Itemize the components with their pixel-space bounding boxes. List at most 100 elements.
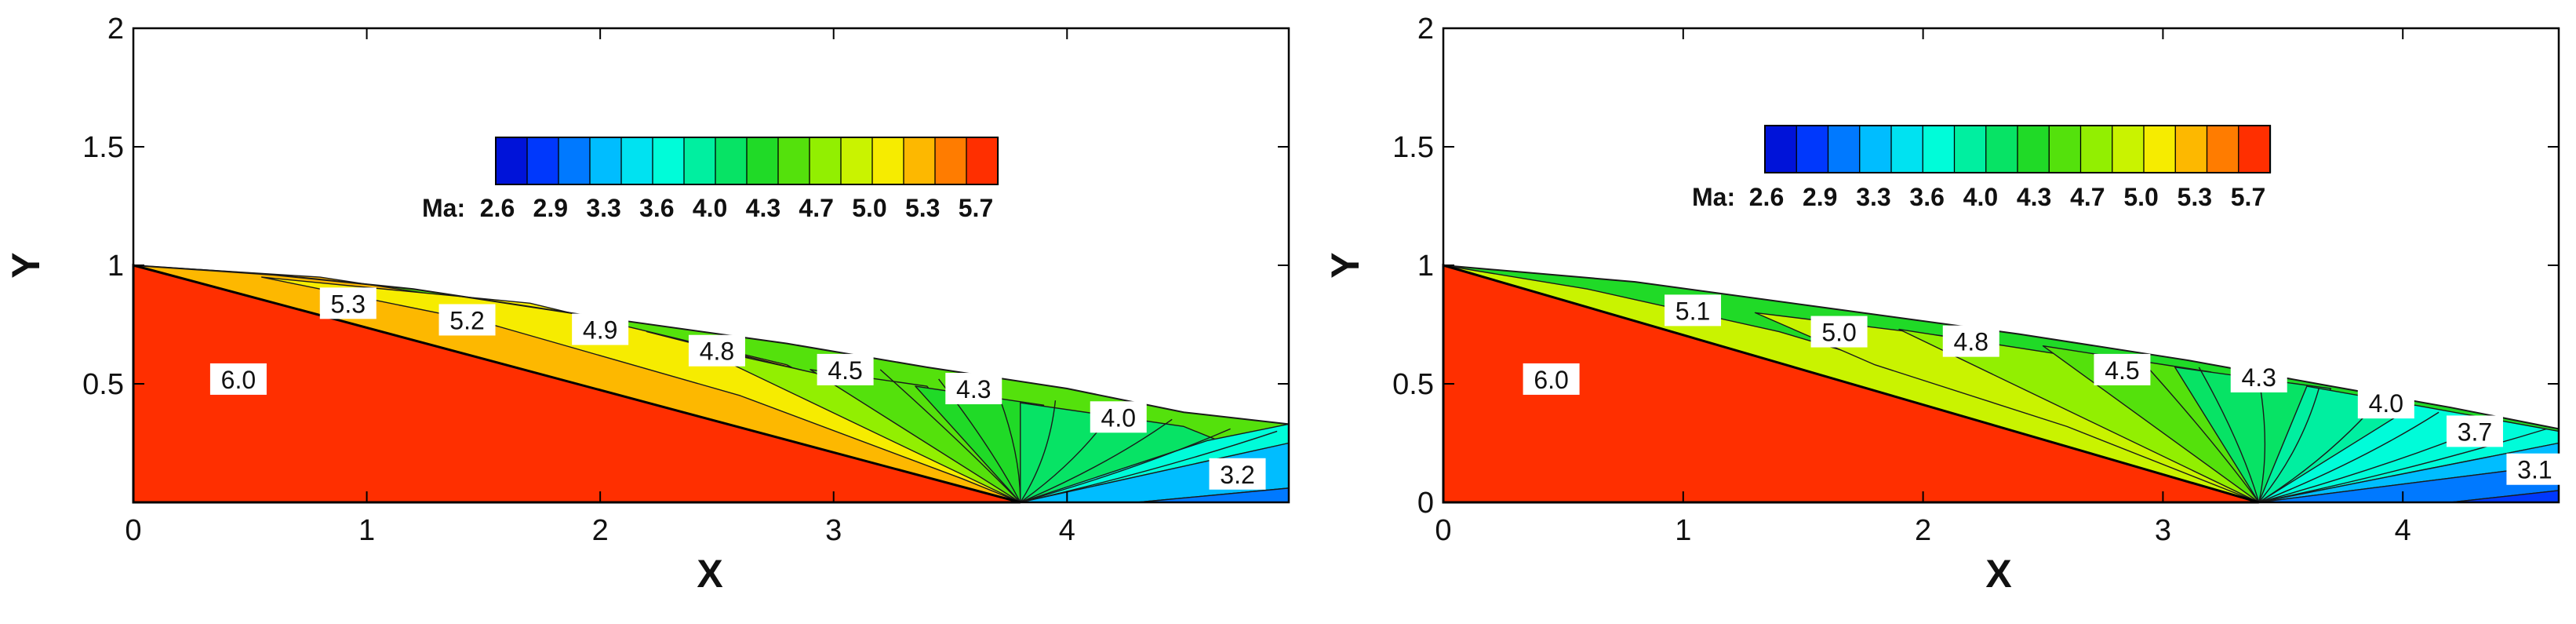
contour-label: 4.8 bbox=[700, 338, 734, 366]
colorbar-segment-2 bbox=[1827, 125, 1861, 173]
contour-label-bg-2 bbox=[1810, 316, 1868, 348]
colorbar-segment-13 bbox=[2174, 125, 2208, 173]
colorbar-segment-9 bbox=[2048, 125, 2082, 173]
colorbar-segment-9 bbox=[777, 137, 811, 185]
contour-label: 5.2 bbox=[449, 306, 484, 334]
colorbar-segment-6 bbox=[1953, 125, 1987, 173]
colorbar-tick-label: 2.6 bbox=[480, 194, 515, 222]
colorbar-segment-6 bbox=[683, 137, 717, 185]
x-tick-label: 2 bbox=[592, 514, 609, 547]
y-tick-label: 0.5 bbox=[1392, 368, 1434, 401]
colorbar-tick-label: 4.0 bbox=[693, 194, 727, 222]
fan-contour-line-3 bbox=[1020, 400, 1057, 503]
colorbar-tick-label: 2.9 bbox=[1803, 183, 1837, 211]
contour-label: 5.0 bbox=[1821, 319, 1856, 347]
colorbar-segment-2 bbox=[558, 137, 591, 185]
contour-label-bg-4 bbox=[688, 334, 745, 367]
colorbar-segment-8 bbox=[2017, 125, 2050, 173]
y-tick-label: 1 bbox=[107, 250, 124, 283]
y-tick-label: 2 bbox=[1417, 13, 1434, 46]
colorbar-segment-7 bbox=[715, 137, 748, 185]
colorbar-tick-label: 4.0 bbox=[1963, 183, 1998, 211]
colorbar-tick-label: 5.7 bbox=[2231, 183, 2265, 211]
contour-label-bg-6 bbox=[2357, 387, 2414, 419]
colorbar-tick-label: 4.7 bbox=[2070, 183, 2105, 211]
colorbar-tick-label: 4.3 bbox=[2017, 183, 2051, 211]
colorbar-segment-13 bbox=[903, 137, 937, 185]
contour-label-bg-3 bbox=[572, 313, 629, 345]
colorbar-tick-label: 5.0 bbox=[2123, 183, 2158, 211]
contour-panel-right: 0 1 2 3 4 0 0.5 1 1.5 2 X Y 6.0 5.1 5.0 4.8 4.5 4.3 4.0 3.7… bbox=[1323, 13, 2563, 596]
colorbar-tick-label: 3.3 bbox=[586, 194, 620, 222]
contour-label-bg-1 bbox=[1665, 294, 1722, 327]
colorbar-segment-15 bbox=[966, 137, 999, 185]
contour-label-bg-5 bbox=[2230, 360, 2287, 392]
fan-contour-line-7 bbox=[2258, 428, 2547, 503]
fan-contour-line-5 bbox=[1020, 418, 1173, 503]
colorbar-segment-5 bbox=[1922, 125, 1956, 173]
y-tick-label: 1 bbox=[1417, 250, 1434, 283]
colorbar-tick-label: 3.6 bbox=[639, 194, 674, 222]
fan-contour-line-1 bbox=[2198, 367, 2260, 503]
colorbar-segment-4 bbox=[1890, 125, 1924, 173]
contour-label: 5.1 bbox=[1675, 297, 1710, 325]
colorbar-segment-14 bbox=[934, 137, 968, 185]
x-tick-label: 4 bbox=[1059, 514, 1075, 547]
y-tick-label: 1.5 bbox=[82, 131, 124, 164]
contour-label: 5.3 bbox=[331, 290, 366, 318]
colorbar-segment-11 bbox=[840, 137, 874, 185]
contour-label: 4.5 bbox=[2105, 356, 2139, 385]
colorbar: Ma: 2.6 2.9 3.3 3.6 4.0 4.3 4.7 5.0 5.3 5.7 bbox=[422, 137, 999, 222]
y-axis-title: Y bbox=[1323, 252, 1367, 278]
contour-label-bg-2 bbox=[438, 304, 496, 336]
x-tick-label: 4 bbox=[2395, 514, 2411, 547]
colorbar-segment-11 bbox=[2112, 125, 2145, 173]
colorbar-tick-label: 2.9 bbox=[533, 194, 568, 222]
contour-label: 6.0 bbox=[1534, 366, 1568, 394]
contour-label-bg-7 bbox=[2446, 415, 2503, 447]
contour-label-bg-6 bbox=[945, 373, 1002, 405]
colorbar-segment-1 bbox=[526, 137, 560, 185]
fan-contour-line-2 bbox=[2258, 378, 2266, 503]
contour-label-bg-8 bbox=[2506, 453, 2563, 485]
colorbar-segment-12 bbox=[2143, 125, 2177, 173]
contour-label: 4.9 bbox=[583, 316, 617, 345]
colorbar-segment-12 bbox=[871, 137, 905, 185]
colorbar-segment-10 bbox=[809, 137, 842, 185]
fan-contour-line-6 bbox=[1020, 428, 1231, 503]
colorbar-tick-label: 5.3 bbox=[2178, 183, 2212, 211]
colorbar-frame bbox=[1764, 125, 2271, 173]
contour-label: 4.5 bbox=[828, 356, 862, 385]
colorbar-tick-label: 5.0 bbox=[852, 194, 886, 222]
colorbar-tick-label: 5.3 bbox=[905, 194, 940, 222]
colorbar-tick-label: 3.6 bbox=[1909, 183, 1944, 211]
y-tick-label: 0 bbox=[1417, 487, 1434, 520]
contour-label: 4.0 bbox=[2369, 389, 2403, 418]
x-tick-label: 1 bbox=[1675, 514, 1691, 547]
shock-line bbox=[1443, 265, 2560, 430]
fan-contour-line-3 bbox=[2258, 388, 2319, 503]
contour-label: 4.3 bbox=[2241, 363, 2276, 392]
colorbar-segment-10 bbox=[2079, 125, 2113, 173]
x-axis-title: X bbox=[697, 552, 722, 596]
contour-label: 3.2 bbox=[1220, 461, 1254, 489]
contour-label: 6.0 bbox=[221, 366, 256, 394]
x-tick-label: 0 bbox=[1435, 514, 1451, 547]
colorbar-tick-label: 5.7 bbox=[959, 194, 993, 222]
colorbar-segment-3 bbox=[1859, 125, 1893, 173]
colorbar-segment-14 bbox=[2206, 125, 2239, 173]
colorbar-segment-0 bbox=[1764, 125, 1798, 173]
y-tick-label: 1.5 bbox=[1392, 131, 1434, 164]
contour-label: 4.0 bbox=[1101, 403, 1136, 432]
fan-contour-line-0 bbox=[2138, 357, 2260, 503]
contour-label: 3.1 bbox=[2517, 456, 2552, 484]
colorbar-segment-4 bbox=[620, 137, 654, 185]
y-axis-title: Y bbox=[4, 252, 48, 278]
colorbar-segment-5 bbox=[652, 137, 686, 185]
colorbar-tick-label: 4.7 bbox=[799, 194, 833, 222]
colorbar-segment-15 bbox=[2238, 125, 2272, 173]
x-tick-label: 1 bbox=[358, 514, 375, 547]
contour-label-bg-1 bbox=[319, 287, 377, 319]
colorbar-tick-label: 4.3 bbox=[746, 194, 780, 222]
